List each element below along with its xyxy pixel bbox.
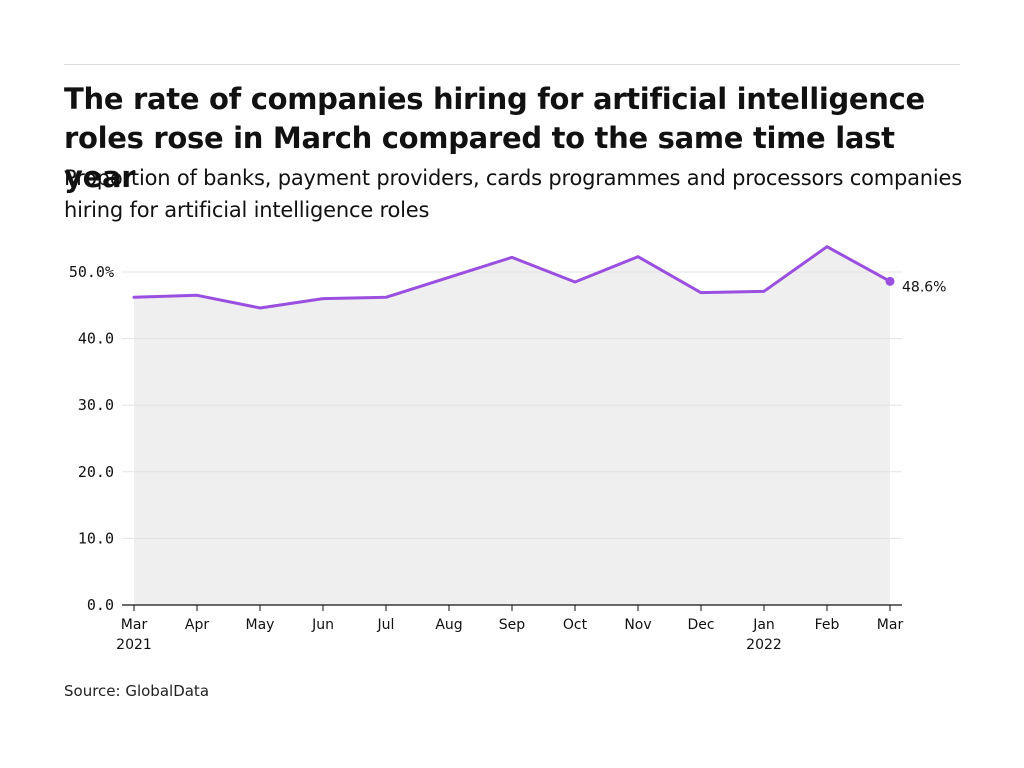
y-tick-label: 10.0 bbox=[78, 529, 114, 547]
x-tick-label: Jan bbox=[752, 617, 775, 633]
source-note: Source: GlobalData bbox=[64, 682, 210, 700]
series-area bbox=[134, 246, 890, 605]
chart-subtitle: Proportion of banks, payment providers, … bbox=[64, 166, 963, 222]
top-divider bbox=[64, 64, 960, 65]
y-tick-label: 0.0 bbox=[87, 596, 114, 614]
end-value-label: 48.6% bbox=[902, 279, 946, 295]
x-tick-label: Jul bbox=[377, 617, 395, 633]
y-tick-label: 20.0 bbox=[78, 463, 114, 481]
x-tick-label: Dec bbox=[687, 617, 714, 633]
x-tick-label: May bbox=[246, 617, 275, 633]
y-tick-label: 30.0 bbox=[78, 396, 114, 414]
x-tick-label: Oct bbox=[563, 617, 588, 633]
x-tick-label: Mar bbox=[877, 617, 904, 633]
x-tick-label: Nov bbox=[624, 617, 651, 633]
x-tick-label: Apr bbox=[185, 617, 209, 633]
x-tick-label: Sep bbox=[499, 617, 526, 633]
x-tick-label: Feb bbox=[815, 617, 840, 633]
end-point-marker bbox=[885, 276, 895, 286]
y-tick-label: 40.0 bbox=[78, 330, 114, 348]
x-tick-label: Jun bbox=[311, 617, 334, 633]
series-line bbox=[132, 245, 892, 310]
chart-title: The rate of companies hiring for artific… bbox=[64, 82, 925, 194]
y-tick-label: 50.0% bbox=[69, 263, 114, 281]
x-tick-label: Mar bbox=[121, 617, 148, 633]
x-year-label: 2022 bbox=[746, 637, 782, 653]
x-year-label: 2021 bbox=[116, 637, 152, 653]
x-tick-label: Aug bbox=[435, 617, 462, 633]
